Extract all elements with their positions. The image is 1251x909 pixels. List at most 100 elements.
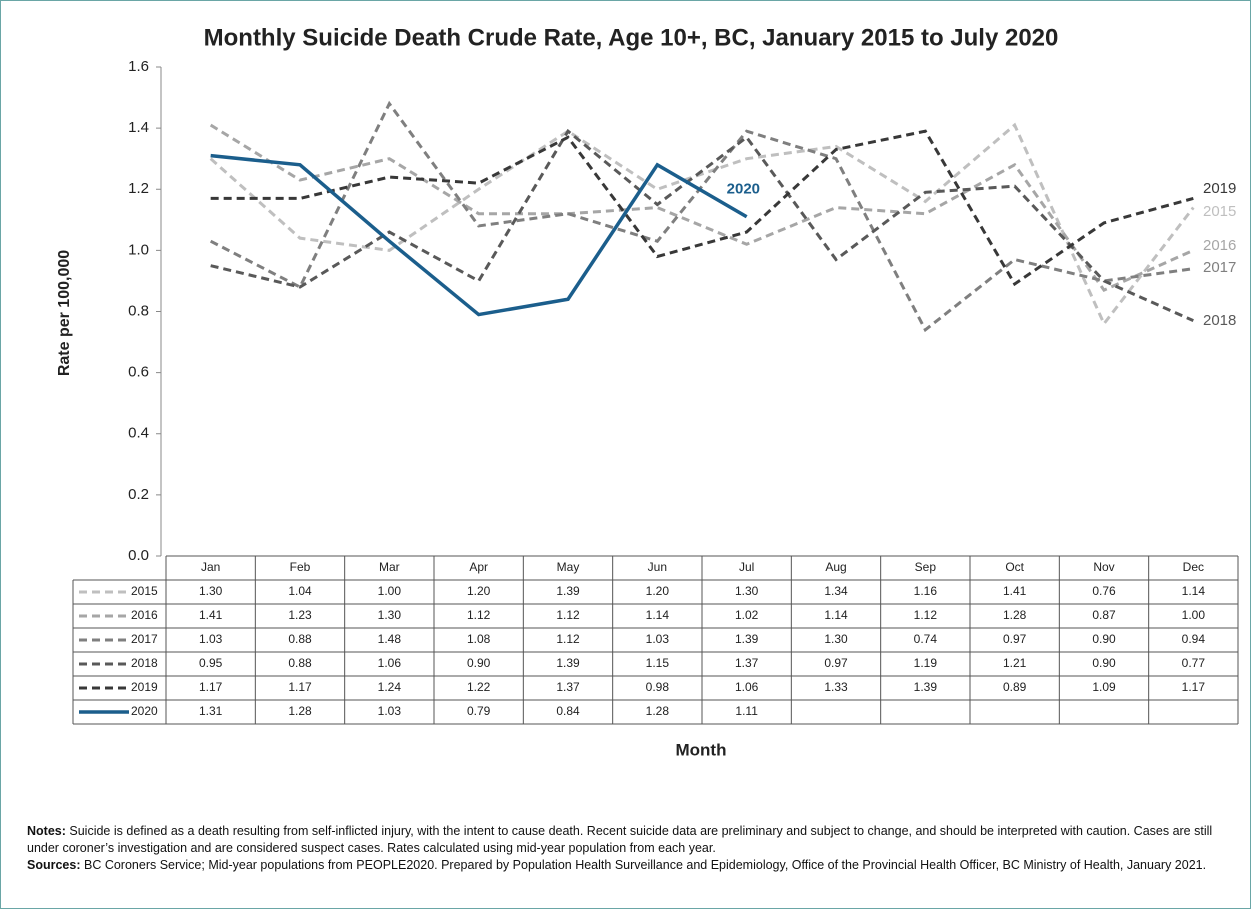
x-tick-label: May <box>557 560 580 574</box>
table-value: 1.17 <box>199 680 223 694</box>
y-tick-label: 0.0 <box>128 547 149 564</box>
table-value: 1.14 <box>1182 584 1206 598</box>
sources-label: Sources: <box>27 858 81 872</box>
table-value: 1.33 <box>824 680 848 694</box>
table-value: 1.06 <box>735 680 759 694</box>
legend-label: 2015 <box>131 584 158 598</box>
table-value: 1.39 <box>735 632 759 646</box>
sources-block: Sources: BC Coroners Service; Mid-year p… <box>27 857 1217 874</box>
table-value: 0.79 <box>467 704 491 718</box>
x-tick-label: Feb <box>290 560 311 574</box>
x-tick-label: Apr <box>469 560 488 574</box>
table-value: 1.02 <box>735 608 759 622</box>
table-value: 1.17 <box>288 680 312 694</box>
table-value: 0.74 <box>914 632 938 646</box>
series-line <box>210 128 1194 323</box>
series-end-label: 2016 <box>1203 237 1236 254</box>
legend-label: 2016 <box>131 608 158 622</box>
y-tick-label: 1.0 <box>128 241 149 258</box>
table-value: 0.89 <box>1003 680 1027 694</box>
y-tick-label: 0.4 <box>128 425 149 442</box>
notes: Notes: Suicide is defined as a death res… <box>27 823 1217 874</box>
legend-label: 2017 <box>131 632 158 646</box>
table-value: 1.12 <box>556 632 580 646</box>
table-value: 1.12 <box>556 608 580 622</box>
y-axis-label: Rate per 100,000 <box>56 250 73 376</box>
legend-label: 2019 <box>131 680 158 694</box>
table-value: 1.37 <box>735 656 759 670</box>
table-value: 1.39 <box>556 584 580 598</box>
table-value: 1.28 <box>646 704 670 718</box>
series-end-label: 2017 <box>1203 259 1236 276</box>
x-tick-label: Jan <box>201 560 220 574</box>
table-value: 0.88 <box>288 632 312 646</box>
series-end-label: 2018 <box>1203 312 1236 329</box>
table-value: 1.15 <box>646 656 670 670</box>
series-end-label: 2020 <box>727 181 760 198</box>
series-line <box>209 123 1194 292</box>
table-value: 1.22 <box>467 680 491 694</box>
table-value: 1.28 <box>288 704 312 718</box>
table-value: 1.24 <box>378 680 402 694</box>
table-value: 0.88 <box>288 656 312 670</box>
table-value: 1.11 <box>735 704 758 718</box>
table-value: 1.14 <box>646 608 670 622</box>
table-value: 1.03 <box>378 704 402 718</box>
x-tick-label: Aug <box>825 560 846 574</box>
notes-text: Suicide is defined as a death resulting … <box>27 824 1213 855</box>
series-end-label: 2015 <box>1203 203 1236 220</box>
table-value: 0.84 <box>556 704 580 718</box>
series-line <box>210 153 748 317</box>
table-value: 0.94 <box>1182 632 1206 646</box>
table-value: 1.00 <box>378 584 402 598</box>
x-axis-label: Month <box>676 740 727 759</box>
notes-label: Notes: <box>27 824 66 838</box>
table-value: 0.87 <box>1092 608 1116 622</box>
table-value: 1.39 <box>556 656 580 670</box>
table-value: 0.98 <box>646 680 670 694</box>
table-value: 1.00 <box>1182 608 1206 622</box>
table-value: 1.19 <box>914 656 938 670</box>
x-tick-label: Sep <box>915 560 937 574</box>
chart: Monthly Suicide Death Crude Rate, Age 10… <box>56 24 1239 759</box>
table-value: 0.97 <box>824 656 848 670</box>
table-value: 1.34 <box>824 584 848 598</box>
sources-text: BC Coroners Service; Mid-year population… <box>83 858 1207 872</box>
series-end-label: 2019 <box>1203 180 1236 197</box>
x-tick-label: Dec <box>1183 560 1204 574</box>
x-tick-label: Jul <box>739 560 754 574</box>
table-value: 0.90 <box>1092 656 1116 670</box>
table-value: 0.95 <box>199 656 223 670</box>
table-value: 0.76 <box>1092 584 1116 598</box>
table-value: 1.09 <box>1092 680 1116 694</box>
table-value: 1.04 <box>288 584 312 598</box>
table-value: 1.28 <box>1003 608 1027 622</box>
table-value: 1.30 <box>199 584 223 598</box>
chart-title: Monthly Suicide Death Crude Rate, Age 10… <box>204 24 1059 51</box>
table-value: 1.37 <box>556 680 580 694</box>
y-tick-label: 0.8 <box>128 302 149 319</box>
table-value: 1.12 <box>914 608 938 622</box>
x-tick-label: Nov <box>1093 560 1114 574</box>
y-tick-label: 1.2 <box>128 180 149 197</box>
table-value: 1.23 <box>288 608 312 622</box>
table-value: 1.03 <box>199 632 223 646</box>
y-tick-label: 1.6 <box>128 58 149 75</box>
notes-block: Notes: Suicide is defined as a death res… <box>27 823 1217 857</box>
table-value: 1.48 <box>378 632 402 646</box>
table-value: 1.06 <box>378 656 402 670</box>
y-tick-label: 0.6 <box>128 364 149 381</box>
table-value: 1.12 <box>467 608 491 622</box>
table-value: 1.14 <box>824 608 848 622</box>
table-value: 0.90 <box>1092 632 1116 646</box>
table-value: 1.03 <box>646 632 670 646</box>
series-line <box>209 122 1195 327</box>
y-tick-label: 1.4 <box>128 119 149 136</box>
table-value: 1.20 <box>467 584 491 598</box>
table-value: 1.20 <box>646 584 670 598</box>
x-tick-label: Jun <box>648 560 667 574</box>
table-value: 1.16 <box>914 584 938 598</box>
series-line <box>210 129 1194 287</box>
table-value: 0.97 <box>1003 632 1027 646</box>
